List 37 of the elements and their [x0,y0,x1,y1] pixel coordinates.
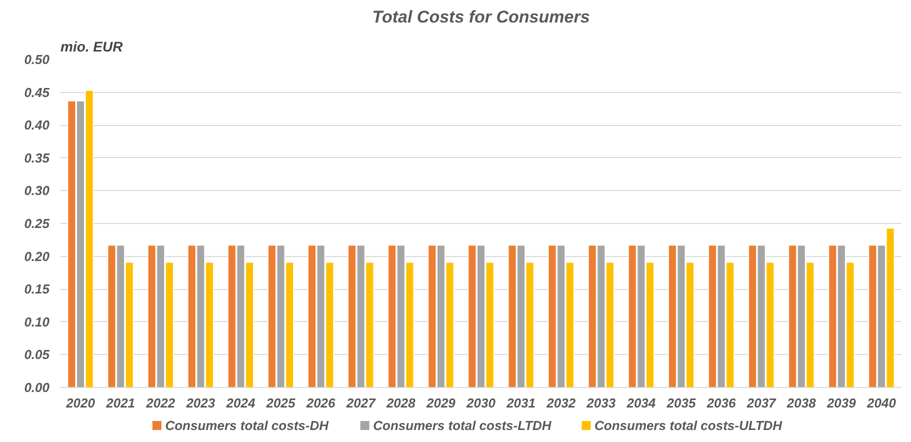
x-tick-label: 2037 [746,396,777,410]
x-tick-label: 2031 [506,396,536,410]
x-tick-label: 2039 [826,396,857,410]
y-tick-label: 0.25 [24,216,50,231]
x-tick-label: 2035 [666,396,696,410]
y-tick-label: 0.35 [24,150,50,166]
x-tick-label: 2024 [225,396,256,410]
x-tick-label: 2020 [65,396,96,410]
x-tick-label: 2032 [546,396,576,410]
x-tick-label: 2033 [586,396,616,410]
x-tick-label: 2030 [466,396,496,410]
x-tick-label: 2023 [185,396,216,410]
y-tick-label: 0.20 [24,248,50,264]
legend-label: Consumers total costs-LTDH [373,418,552,433]
x-tick-label: 2036 [706,396,737,410]
y-tick-label: 0.50 [24,52,50,67]
y-tick-label: 0.45 [24,84,50,100]
legend-label: Consumers total costs-DH [165,418,330,433]
x-tick-label: 2022 [145,396,176,410]
y-tick-label: 0.10 [24,314,50,330]
legend-label: Consumers total costs-ULTDH [594,418,783,433]
chart-title: Total Costs for Consumers [372,8,590,26]
x-tick-label: 2021 [105,396,136,410]
y-tick-label: 0.15 [24,282,50,297]
y-tick-label: 0.40 [24,118,50,133]
x-tick-label: 2034 [626,396,656,410]
x-tick-label: 2040 [866,396,897,410]
x-tick-label: 2028 [385,396,416,410]
x-tick-label: 2027 [345,396,376,410]
y-tick-label: 0.30 [24,183,50,198]
x-tick-label: 2038 [786,396,817,410]
x-tick-label: 2026 [305,396,336,410]
x-tick-label: 2025 [265,396,296,410]
x-tick-label: 2029 [425,396,456,410]
y-tick-label: 0.05 [24,347,50,362]
y-tick-label: 0.00 [24,380,50,395]
y-axis-title: mio. EUR [60,38,124,54]
